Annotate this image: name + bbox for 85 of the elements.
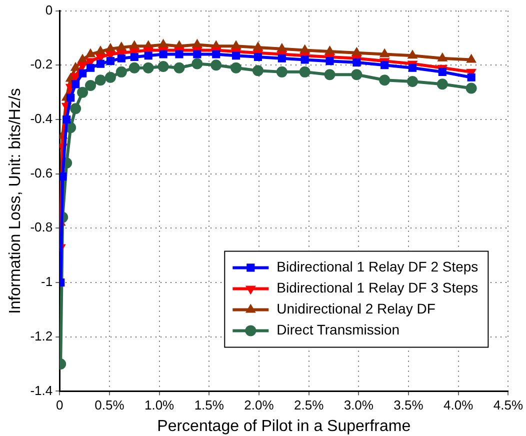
point: [66, 94, 75, 102]
x-tick-label: 2.5%: [294, 398, 324, 413]
point: [130, 52, 138, 62]
legend-label: Bidirectional 1 Relay DF 2 Steps: [276, 258, 478, 275]
point: [70, 103, 82, 114]
x-tick-label: 3.0%: [344, 398, 374, 413]
point: [232, 52, 240, 60]
y-axis-title: Information Loss, Unit: bits/Hz/s: [7, 88, 24, 314]
point: [62, 115, 71, 124]
point: [77, 86, 88, 98]
point: [253, 42, 263, 50]
y-tick-label: -0.4: [30, 111, 53, 126]
point: [116, 42, 126, 50]
x-tick-label: 1.0%: [144, 398, 175, 413]
x-tick-label: 3.5%: [394, 398, 424, 413]
y-tick-label: -1.2: [30, 328, 53, 344]
y-tick-label: -1: [41, 274, 53, 290]
point: [276, 66, 288, 78]
point: [144, 52, 152, 60]
legend-label: Unidirectional 2 Relay DF: [276, 300, 436, 317]
legend-label: Bidirectional 1 Relay DF 3 Steps: [276, 280, 478, 296]
x-tick-label: 4.5%: [493, 398, 524, 413]
point: [324, 69, 336, 80]
point: [96, 46, 106, 55]
point: [254, 52, 262, 62]
point: [466, 54, 476, 63]
point: [406, 76, 418, 87]
point: [142, 62, 154, 74]
point: [352, 47, 362, 56]
point: [128, 62, 140, 74]
point: [408, 64, 417, 72]
point: [86, 64, 95, 72]
point: [212, 50, 220, 58]
point: [300, 56, 309, 64]
point: [351, 69, 362, 80]
point: [438, 52, 448, 62]
point: [104, 72, 116, 83]
point: [70, 62, 80, 71]
point: [380, 48, 390, 58]
point: [467, 73, 476, 82]
point: [408, 50, 418, 59]
point: [193, 50, 202, 58]
y-tick-label: -1.4: [30, 382, 53, 398]
point: [158, 61, 169, 72]
y-tick-label: 0: [45, 2, 53, 18]
point: [116, 66, 127, 78]
point: [379, 74, 390, 86]
point: [436, 78, 448, 90]
point: [210, 60, 222, 71]
y-tick-label: -0.8: [30, 220, 53, 235]
point: [230, 62, 242, 74]
point: [380, 61, 389, 70]
point: [60, 172, 67, 181]
point: [174, 62, 185, 74]
point: [326, 57, 334, 66]
point: [175, 50, 184, 58]
point: [106, 57, 114, 66]
legend-label: Direct Transmission: [276, 322, 400, 338]
point: [466, 82, 477, 94]
point: [78, 69, 87, 78]
point: [117, 54, 126, 62]
x-axis-title: Percentage of Pilot in a Superframe: [157, 418, 411, 435]
point: [106, 43, 116, 52]
point: [278, 54, 286, 62]
point: [352, 58, 361, 66]
point: [438, 68, 446, 76]
x-tick-label: 1.5%: [194, 398, 224, 413]
point: [159, 50, 168, 58]
y-tick-label: -0.6: [30, 165, 53, 180]
point: [78, 62, 88, 71]
x-tick-label: 2.0%: [244, 398, 274, 413]
x-tick-label: 4.0%: [444, 398, 474, 413]
point: [96, 60, 105, 68]
point: [85, 80, 96, 92]
x-tick-label: 0.5%: [94, 398, 125, 413]
point: [299, 66, 310, 78]
point: [86, 48, 96, 58]
point: [277, 43, 287, 52]
point: [324, 46, 335, 55]
x-tick-label: 0: [56, 398, 64, 413]
point: [252, 65, 264, 76]
y-tick-label: -0.2: [30, 56, 53, 72]
point: [72, 80, 80, 88]
point: [192, 58, 203, 70]
point: [94, 74, 106, 86]
